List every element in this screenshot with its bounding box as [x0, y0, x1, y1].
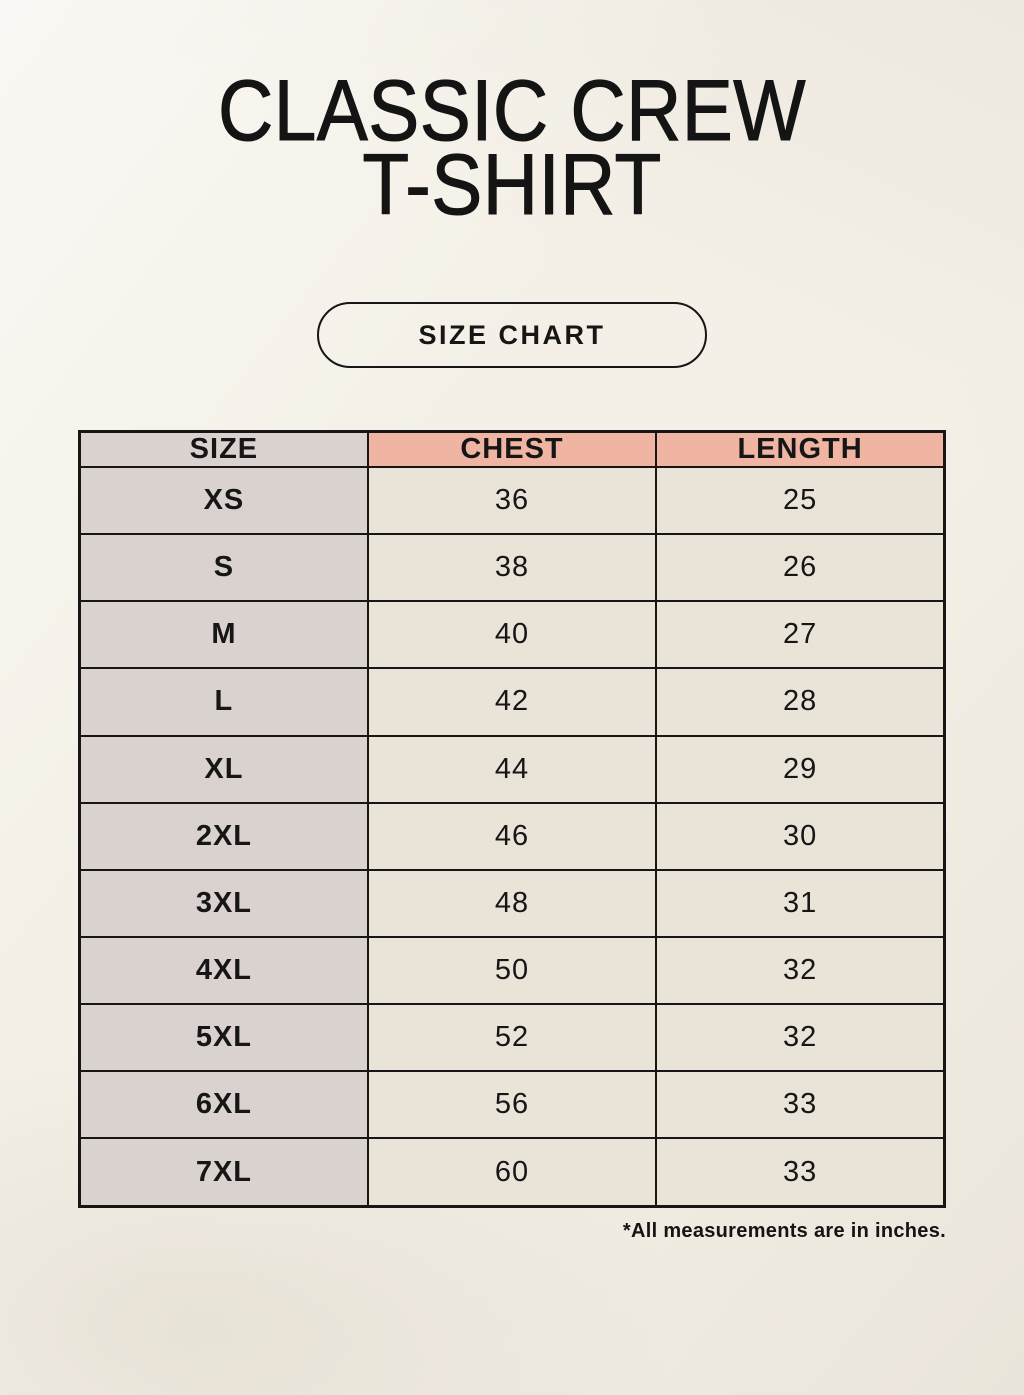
size-table: SIZE CHEST LENGTH XS 36 25 S 38 26 M 40 27 L 42 28 X…: [78, 430, 946, 1208]
page-title: CLASSIC CREW T-SHIRT: [56, 67, 967, 228]
chest-cell: 52: [366, 1002, 658, 1073]
size-cell: S: [78, 533, 369, 603]
chest-cell: 44: [366, 734, 658, 804]
table-row: 4XL 50 32: [78, 935, 946, 1006]
size-cell: 5XL: [78, 1002, 369, 1073]
column-header-length: LENGTH: [655, 430, 946, 468]
size-chart-button[interactable]: SIZE CHART: [317, 302, 707, 368]
length-cell: 29: [655, 734, 946, 804]
size-cell: M: [78, 600, 369, 670]
chest-cell: 42: [366, 667, 658, 737]
table-row: XL 44 29: [78, 734, 946, 804]
page-title-line1: CLASSIC CREW: [217, 63, 807, 159]
table-row: 3XL 48 31: [78, 868, 946, 938]
chest-cell: 60: [366, 1137, 658, 1208]
table-row: M 40 27: [78, 600, 946, 670]
header-row: SIZE CHEST LENGTH: [78, 430, 946, 468]
length-cell: 28: [655, 667, 946, 737]
length-cell: 26: [655, 533, 946, 603]
length-cell: 30: [655, 801, 946, 871]
table-row: 7XL 60 33: [78, 1137, 946, 1208]
chest-cell: 38: [366, 533, 658, 603]
chest-cell: 46: [366, 801, 658, 871]
size-cell: XS: [78, 465, 369, 536]
chest-cell: 36: [366, 465, 658, 536]
page-title-line2: T-SHIRT: [362, 137, 662, 233]
table-row: 5XL 52 32: [78, 1002, 946, 1073]
chest-cell: 40: [366, 600, 658, 670]
column-header-size: SIZE: [78, 430, 369, 468]
chest-cell: 56: [366, 1070, 658, 1140]
length-cell: 32: [655, 935, 946, 1006]
table-row: 6XL 56 33: [78, 1070, 946, 1140]
length-cell: 33: [655, 1070, 946, 1140]
size-table-header: SIZE CHEST LENGTH: [78, 430, 946, 468]
chest-cell: 50: [366, 935, 658, 1006]
column-header-chest: CHEST: [366, 430, 658, 468]
size-cell: L: [78, 667, 369, 737]
size-chart-page: CLASSIC CREW T-SHIRT SIZE CHART SIZE CHES…: [0, 67, 1024, 1395]
length-cell: 33: [655, 1137, 946, 1208]
length-cell: 25: [655, 465, 946, 536]
length-cell: 27: [655, 600, 946, 670]
table-row: S 38 26: [78, 533, 946, 603]
chest-cell: 48: [366, 868, 658, 938]
length-cell: 32: [655, 1002, 946, 1073]
table-row: XS 36 25: [78, 465, 946, 536]
measurements-footnote: *All measurements are in inches.: [622, 1220, 946, 1242]
size-cell: 6XL: [78, 1070, 369, 1140]
table-row: 2XL 46 30: [78, 801, 946, 871]
size-cell: 3XL: [78, 868, 369, 938]
size-cell: 2XL: [78, 801, 369, 871]
size-cell: XL: [78, 734, 369, 804]
size-cell: 7XL: [78, 1137, 369, 1208]
size-cell: 4XL: [78, 935, 369, 1006]
length-cell: 31: [655, 868, 946, 938]
size-table-body: XS 36 25 S 38 26 M 40 27 L 42 28 XL 44 29 2XL 46 30 3XL 48 3…: [78, 465, 946, 1208]
table-row: L 42 28: [78, 667, 946, 737]
